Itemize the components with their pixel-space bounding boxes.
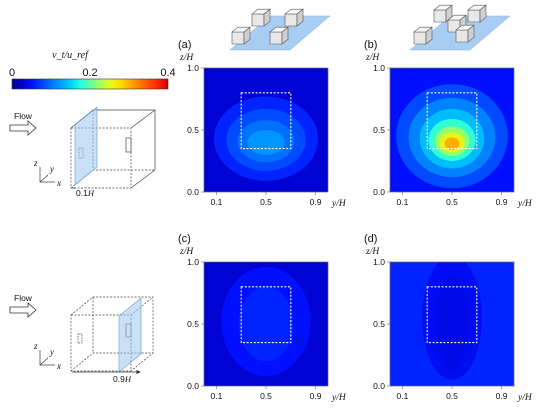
axis-y-label: y <box>49 164 54 174</box>
coordinate-axes-icon <box>39 167 55 183</box>
axis-y-label: y <box>49 347 54 357</box>
x-tick-label: 0.5 <box>446 391 458 401</box>
x-tick-label: 0.5 <box>260 197 272 207</box>
x-tick-label: 0.1 <box>210 391 222 401</box>
y-tick-label: 1.0 <box>373 257 385 267</box>
x-axis-label: y/H <box>331 199 347 209</box>
distance-value: 0.9 <box>113 374 125 384</box>
x-tick-label: 0.5 <box>260 391 272 401</box>
heatmap-field <box>204 262 328 386</box>
x-tick-label: 0.9 <box>496 197 508 207</box>
y-axis-label: z/H <box>179 53 194 63</box>
heatmap-panels: (a) z/H y/H 0.1 0.5 0.9 0.0 0.5 1.0 (b) z/H y/H 0.1 0… <box>178 39 533 403</box>
building-array-icons <box>229 4 511 51</box>
colorbar-tick-2: 0.4 <box>160 67 175 79</box>
x-axis-label: y/H <box>517 393 533 403</box>
x-axis-label: y/H <box>517 199 533 209</box>
y-axis-label: z/H <box>179 247 194 257</box>
distance-unit: H <box>124 374 132 384</box>
panel-label: (c) <box>178 233 191 245</box>
coordinate-axes-icon <box>39 350 55 366</box>
colorbar-tick-0: 0 <box>9 67 15 79</box>
y-tick-label: 0.0 <box>373 381 385 391</box>
colorbar-tick-1: 0.2 <box>82 67 97 79</box>
contour-level-1 <box>238 286 294 362</box>
heatmap-field <box>390 68 514 192</box>
y-tick-label: 0.0 <box>373 187 385 197</box>
panel-label: (d) <box>364 233 377 245</box>
colorbar-title-text: v_t/u_ref <box>52 50 89 61</box>
window-outline <box>426 92 478 150</box>
schematic-downstream: Flow z y x 0.9H <box>9 293 154 384</box>
distance-value: 0.1 <box>76 188 88 198</box>
y-tick-label: 0.5 <box>187 319 199 329</box>
heatmap-panel-2: (c) z/H y/H 0.1 0.5 0.9 0.0 0.5 1.0 <box>178 233 347 403</box>
colorbar-title: v_t/u_ref <box>52 50 89 61</box>
x-tick-label: 0.5 <box>446 197 458 207</box>
y-tick-label: 0.0 <box>187 187 199 197</box>
distance-label: 0.1H <box>76 188 95 198</box>
y-tick-label: 1.0 <box>187 257 199 267</box>
y-tick-label: 0.0 <box>187 381 199 391</box>
axis-x-label: x <box>56 178 61 188</box>
building-array-icon-a <box>229 8 331 51</box>
colorbar-gradient <box>11 78 169 90</box>
x-tick-label: 0.1 <box>210 197 222 207</box>
colorbar: v_t/u_ref 0 0.2 0.4 <box>9 50 176 90</box>
flow-label: Flow <box>14 293 33 303</box>
x-tick-label: 0.1 <box>396 391 408 401</box>
y-axis-label: z/H <box>365 53 380 63</box>
window-outline <box>240 286 292 344</box>
x-tick-label: 0.9 <box>496 391 508 401</box>
measurement-plane <box>118 297 142 373</box>
y-tick-label: 0.5 <box>187 125 199 135</box>
window-outline <box>240 92 292 150</box>
x-axis-label: y/H <box>331 393 347 403</box>
axis-z-label: z <box>33 158 38 168</box>
axis-x-label: x <box>56 361 61 371</box>
heatmap-field <box>204 68 328 192</box>
flow-label: Flow <box>14 111 33 121</box>
heatmap-field <box>390 262 514 386</box>
heatmap-panel-1: (b) z/H y/H 0.1 0.5 0.9 0.0 0.5 1.0 <box>364 39 533 209</box>
measurement-plane <box>74 106 98 186</box>
contour-level-6 <box>444 137 460 150</box>
distance-unit: H <box>87 188 95 198</box>
axis-z-label: z <box>33 341 38 351</box>
distance-label: 0.9H <box>113 374 132 384</box>
y-axis-label: z/H <box>365 247 380 257</box>
y-tick-label: 1.0 <box>187 63 199 73</box>
y-tick-label: 0.5 <box>373 125 385 135</box>
x-tick-label: 0.9 <box>310 197 322 207</box>
schematic-upstream: Flow z y x 0.1H <box>9 106 156 198</box>
y-tick-label: 0.5 <box>373 319 385 329</box>
window-outline <box>426 286 478 344</box>
heatmap-panel-3: (d) z/H y/H 0.1 0.5 0.9 0.0 0.5 1.0 <box>364 233 533 403</box>
x-tick-label: 0.9 <box>310 391 322 401</box>
heatmap-panel-0: (a) z/H y/H 0.1 0.5 0.9 0.0 0.5 1.0 <box>178 39 347 209</box>
contour-level-1 <box>434 276 470 372</box>
building-array-icon-b <box>409 4 511 51</box>
flow-arrow-icon <box>9 302 37 318</box>
panel-label: (a) <box>178 39 191 51</box>
x-tick-label: 0.1 <box>396 197 408 207</box>
flow-arrow-icon <box>9 120 37 136</box>
y-tick-label: 1.0 <box>373 63 385 73</box>
panel-label: (b) <box>364 39 377 51</box>
contour-level-3 <box>247 130 285 155</box>
